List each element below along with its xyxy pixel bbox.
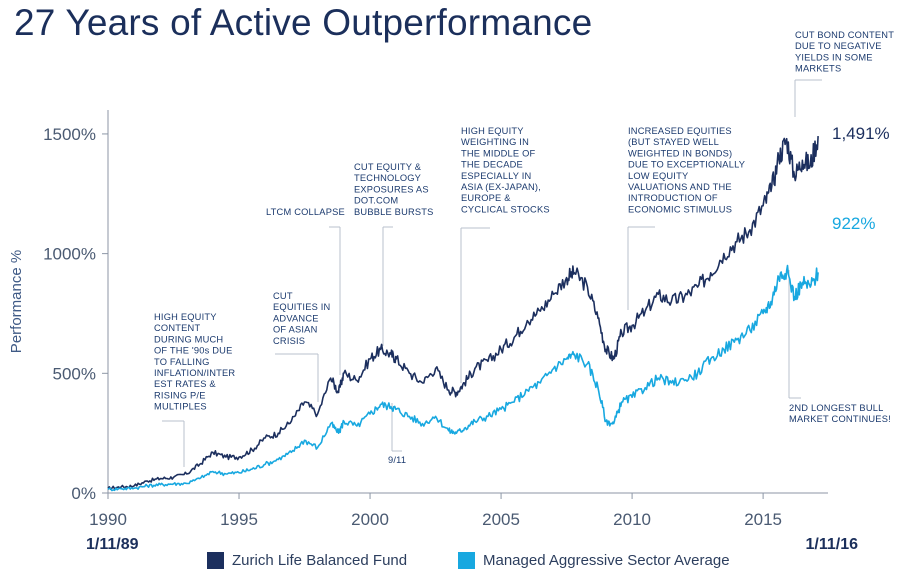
start-date-label: 1/11/89 [86, 536, 139, 553]
annotation-text-line: CUT BOND CONTENT [795, 30, 894, 40]
y-tick-label: 500% [53, 364, 96, 383]
annotation-text-line: WEIGHTING IN [461, 137, 529, 147]
annotation-text-line: LTCM COLLAPSE [266, 207, 345, 217]
annotation-text-line: DOT.COM [354, 196, 398, 206]
annotation-text-line: CONTENT [154, 323, 200, 333]
annotation-text-line: EUROPE & [461, 193, 511, 203]
legend-swatch-zurich [207, 552, 224, 569]
annotation-text-line: ASIA (EX-JAPAN), [461, 182, 541, 192]
annotation-text-line: ADVANCE [273, 313, 319, 323]
annotation-text-line: THE DECADE [461, 160, 523, 170]
x-tick-label: 2015 [744, 510, 782, 529]
annotation-text-line: EST RATES & [154, 379, 216, 389]
annotation-7: INCREASED EQUITIES(BUT STAYED WELLWEIGHT… [627, 126, 745, 310]
annotation-text-line: LOW EQUITY [628, 171, 688, 181]
annotation-text-line: MARKETS [795, 64, 841, 74]
annotation-text-line: CRISIS [273, 336, 305, 346]
x-tick-label: 1995 [220, 510, 258, 529]
annotation-text-line: MARKET CONTINUES! [789, 414, 891, 424]
y-tick-label: 0% [71, 484, 96, 503]
annotation-text-line: EQUITIES IN [273, 302, 330, 312]
annotation-text-line: CUT [273, 291, 293, 301]
annotation-5: 9/11 [388, 403, 406, 465]
annotation-text-line: CUT EQUITY & [354, 162, 422, 172]
legend-label-zurich: Zurich Life Balanced Fund [232, 552, 408, 569]
y-tick-label: 1000% [43, 245, 96, 264]
annotation-text-line: EXPOSURES AS [354, 184, 429, 194]
x-tick-label: 2005 [482, 510, 520, 529]
annotation-text-line: (BUT STAYED WELL [628, 137, 719, 147]
series-line-zurich [107, 136, 819, 491]
annotation-text-line: HIGH EQUITY [461, 126, 524, 136]
chart-title: 27 Years of Active Outperformance [14, 2, 593, 43]
annotation-text-line: OF ASIAN [273, 325, 317, 335]
x-tick-label: 1990 [89, 510, 127, 529]
annotation-text-line: TO FALLING [154, 357, 210, 367]
annotation-text-line: CYCLICAL STOCKS [461, 204, 550, 214]
x-tick-label: 2000 [351, 510, 389, 529]
annotation-text-line: 2ND LONGEST BULL [789, 403, 883, 413]
annotation-text-line: WEIGHTED IN BONDS) [628, 148, 732, 158]
annotation-text-line: THE MIDDLE OF [461, 148, 536, 158]
y-axis-label: Performance % [8, 250, 25, 353]
end-value-label-zurich: 1,491% [832, 124, 890, 143]
legend-swatch-sector-average [458, 552, 475, 569]
legend-item-sector-average: Managed Aggressive Sector Average [458, 552, 730, 569]
annotation-text-line: BUBBLE BURSTS [354, 207, 434, 217]
annotation-text-line: ECONOMIC STIMULUS [628, 204, 732, 214]
annotation-text-line: INTRODUCTION OF [628, 193, 718, 203]
annotation-3: LTCM COLLAPSE [266, 207, 345, 375]
x-tick-label: 2010 [613, 510, 651, 529]
annotation-text-line: ESPECIALLY IN [461, 171, 531, 181]
annotation-text-line: OF THE '90s DUE [154, 346, 232, 356]
annotation-text-line: MULTIPLES [154, 402, 207, 412]
annotation-text-line: DUE TO NEGATIVE [795, 41, 882, 51]
annotation-text-line: RISING P/E [154, 390, 206, 400]
annotation-text-line: YIELDS IN SOME [795, 52, 873, 62]
annotation-text-line: VALUATIONS AND THE [628, 182, 732, 192]
annotation-text-line: DUE TO EXCEPTIONALLY [628, 160, 745, 170]
end-date-label: 1/11/16 [806, 536, 859, 553]
series-line-sector-average [107, 264, 819, 492]
annotation-text-line: HIGH EQUITY [154, 312, 217, 322]
annotation-text-line: INFLATION/INTER [154, 368, 235, 378]
annotation-text-line: TECHNOLOGY [354, 173, 421, 183]
legend-item-zurich: Zurich Life Balanced Fund [207, 552, 407, 569]
annotation-text-line: INCREASED EQUITIES [628, 126, 732, 136]
y-tick-label: 1500% [43, 125, 96, 144]
legend-label-sector-average: Managed Aggressive Sector Average [483, 552, 730, 569]
annotation-text-line: DURING MUCH [154, 334, 223, 344]
legend: Zurich Life Balanced Fund Managed Aggres… [0, 552, 900, 576]
end-value-label-sector-average: 922% [832, 214, 875, 233]
annotation-text-line: 9/11 [388, 455, 406, 465]
